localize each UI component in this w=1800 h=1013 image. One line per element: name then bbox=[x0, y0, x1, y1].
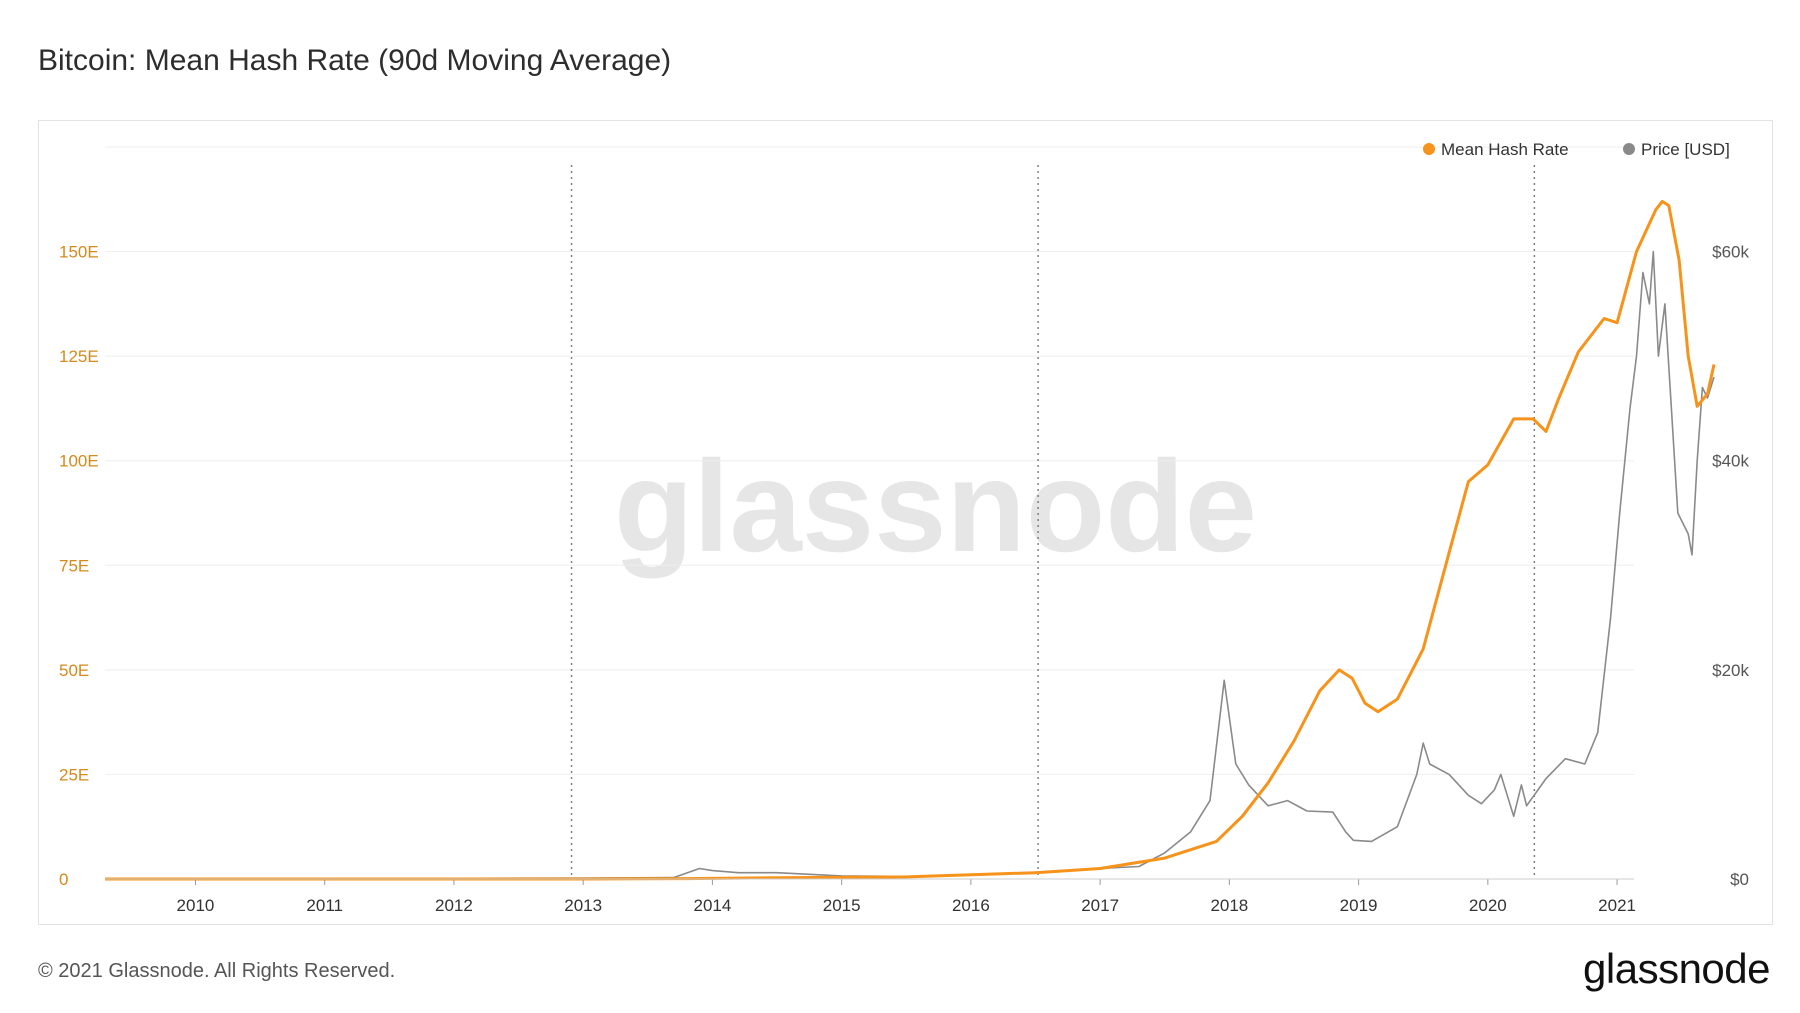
page-title: Bitcoin: Mean Hash Rate (90d Moving Aver… bbox=[38, 44, 672, 77]
x-tick-label: 2018 bbox=[1210, 896, 1248, 915]
hash-rate-chart[interactable]: glassnode 0 25E 50E 75E 100E 125E 150E $0 $20k $4… bbox=[39, 121, 1774, 926]
y-right-tick-label: $40k bbox=[1712, 452, 1749, 471]
y-right-tick-label: $20k bbox=[1712, 661, 1749, 680]
watermark: glassnode bbox=[614, 433, 1257, 579]
y-left-tick-label: 50E bbox=[59, 661, 89, 680]
y-left-tick-label: 25E bbox=[59, 765, 89, 784]
legend-price-label: Price [USD] bbox=[1641, 140, 1730, 159]
y-left-tick-label: 150E bbox=[59, 243, 99, 262]
x-tick-label: 2021 bbox=[1598, 896, 1636, 915]
legend: Mean Hash Rate Price [USD] bbox=[1423, 140, 1730, 159]
x-tick-label: 2014 bbox=[693, 896, 731, 915]
x-tick-label: 2020 bbox=[1469, 896, 1507, 915]
x-tick-label: 2013 bbox=[564, 896, 602, 915]
x-tick-label: 2016 bbox=[952, 896, 990, 915]
y-right-tick-label: $60k bbox=[1712, 243, 1749, 262]
x-tick-label: 2019 bbox=[1340, 896, 1378, 915]
x-tick-label: 2012 bbox=[435, 896, 473, 915]
x-tick-label: 2010 bbox=[177, 896, 215, 915]
y-left-tick-label: 75E bbox=[59, 556, 89, 575]
x-tick-label: 2017 bbox=[1081, 896, 1119, 915]
copyright-text: © 2021 Glassnode. All Rights Reserved. bbox=[38, 960, 396, 982]
legend-hash-rate-label: Mean Hash Rate bbox=[1441, 140, 1569, 159]
x-tick-label: 2015 bbox=[823, 896, 861, 915]
series-mean-hash-rate bbox=[105, 199, 1716, 881]
chart-panel: glassnode 0 25E 50E 75E 100E 125E 150E $0 $20k $4… bbox=[38, 120, 1773, 925]
legend-hash-rate-marker bbox=[1423, 143, 1435, 155]
y-left-tick-label: 125E bbox=[59, 347, 99, 366]
y-left-tick-label: 0 bbox=[59, 870, 68, 889]
y-left-tick-label: 100E bbox=[59, 452, 99, 471]
x-tick-label: 2011 bbox=[306, 896, 343, 915]
glassnode-logo[interactable]: glassnode bbox=[1583, 945, 1770, 992]
legend-price-marker bbox=[1623, 143, 1635, 155]
y-right-tick-label: $0 bbox=[1730, 870, 1749, 889]
